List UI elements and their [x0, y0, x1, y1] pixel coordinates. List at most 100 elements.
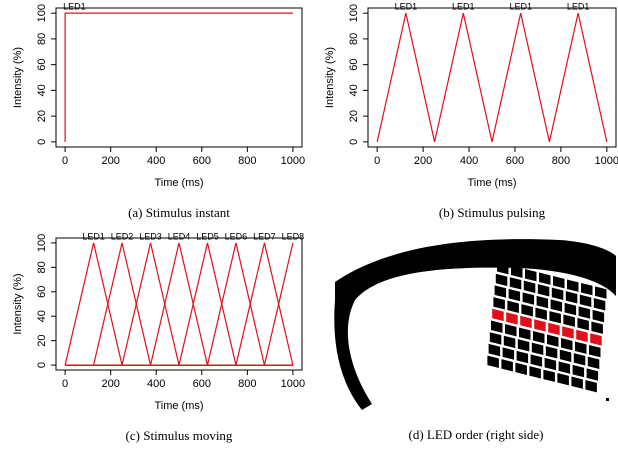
led-photo	[334, 239, 616, 410]
x-axis-title: Time (ms)	[154, 400, 203, 412]
peak-label: LED1	[567, 2, 590, 12]
led-cell	[507, 300, 519, 313]
y-tick-label: 0	[36, 362, 48, 368]
led-cell	[491, 320, 503, 333]
led-grid	[487, 262, 607, 393]
led-cell	[494, 285, 507, 298]
led-cell	[503, 335, 516, 349]
led-cell	[522, 292, 535, 305]
led-cell	[562, 326, 574, 339]
y-tick-label: 40	[36, 310, 48, 322]
speck	[606, 398, 609, 401]
y-tick-label: 0	[36, 139, 48, 145]
led-cell	[506, 312, 518, 325]
led-cell	[585, 380, 597, 393]
x-tick-label: 1000	[281, 155, 305, 167]
y-tick-label: 60	[36, 59, 48, 71]
led-cell	[488, 343, 501, 357]
led-cell	[531, 342, 544, 356]
y-axis-title: Intensity (%)	[12, 273, 24, 334]
series-line	[65, 242, 294, 366]
led-cell	[516, 350, 529, 364]
x-tick-label: 1000	[281, 378, 305, 390]
led-cell	[575, 341, 587, 354]
led-cell	[536, 295, 549, 309]
peak-label: LED1	[63, 2, 86, 12]
y-tick-label: 80	[348, 33, 360, 45]
peak-label: LED4	[168, 231, 191, 241]
led-cell	[563, 314, 575, 327]
series-line	[64, 242, 293, 366]
led-cell	[577, 318, 589, 331]
led-cell	[529, 366, 541, 379]
x-tick-label: 400	[147, 378, 165, 390]
peak-label: LED3	[139, 231, 162, 241]
glasses-frame	[334, 239, 616, 410]
led-cell	[543, 369, 555, 382]
led-cell	[511, 265, 523, 278]
led-cell	[523, 280, 536, 294]
y-tick-label: 60	[348, 59, 360, 71]
y-tick-label: 100	[36, 234, 48, 252]
x-tick-label: 400	[147, 155, 165, 167]
peak-label: LED5	[196, 231, 219, 241]
series-line	[65, 242, 293, 366]
y-tick-label: 40	[36, 84, 48, 96]
y-tick-label: 100	[36, 4, 48, 22]
led-cell	[591, 321, 603, 334]
led-cell	[492, 308, 504, 322]
series-line	[376, 13, 608, 142]
y-tick-label: 0	[348, 139, 360, 145]
peak-label: LED1	[395, 2, 418, 12]
series-line	[65, 242, 293, 366]
x-tick-label: 800	[238, 378, 256, 390]
x-tick-label: 0	[62, 155, 68, 167]
peak-label: LED1	[509, 2, 532, 12]
led-cell	[508, 288, 521, 302]
led-cell	[502, 347, 515, 360]
led-cell	[586, 368, 599, 381]
led-cell	[505, 323, 517, 337]
led-cell	[581, 282, 593, 296]
led-cell	[487, 355, 499, 368]
caption: (b) Stimulus pulsing	[439, 205, 546, 220]
led-cell	[590, 333, 602, 346]
led-cell	[544, 357, 557, 371]
peak-label: LED6	[225, 231, 248, 241]
peak-label: LED8	[282, 231, 305, 241]
led-cell	[545, 346, 558, 359]
x-tick-label: 800	[238, 155, 256, 167]
caption: (d) LED order (right side)	[408, 427, 543, 442]
series-line	[65, 242, 294, 366]
led-cell	[530, 354, 543, 367]
led-cell	[525, 268, 537, 282]
led-cell	[547, 334, 559, 347]
led-cell	[559, 349, 572, 363]
y-axis-title: Intensity (%)	[324, 47, 336, 108]
led-cell	[558, 361, 571, 374]
led-cell	[561, 337, 573, 351]
led-cell	[573, 353, 586, 366]
series-line	[65, 242, 293, 366]
led-cell	[578, 306, 591, 319]
led-cell	[572, 364, 585, 378]
x-axis-title: Time (ms)	[154, 177, 203, 189]
led-cell	[521, 304, 533, 317]
series-line	[64, 12, 293, 142]
led-cell	[589, 344, 601, 358]
led-cell	[495, 273, 508, 287]
plot-frame	[367, 7, 617, 148]
x-tick-label: 800	[552, 155, 570, 167]
led-cell	[515, 362, 527, 375]
x-tick-label: 400	[460, 155, 478, 167]
led-cell	[564, 302, 577, 316]
y-tick-label: 80	[36, 261, 48, 273]
led-cell	[576, 329, 588, 343]
led-cell	[535, 307, 547, 320]
led-cell	[497, 262, 509, 275]
led-cell	[592, 309, 605, 323]
series-line	[65, 242, 293, 366]
y-tick-label: 20	[348, 110, 360, 122]
led-cell	[571, 376, 583, 389]
x-tick-label: 200	[414, 155, 432, 167]
